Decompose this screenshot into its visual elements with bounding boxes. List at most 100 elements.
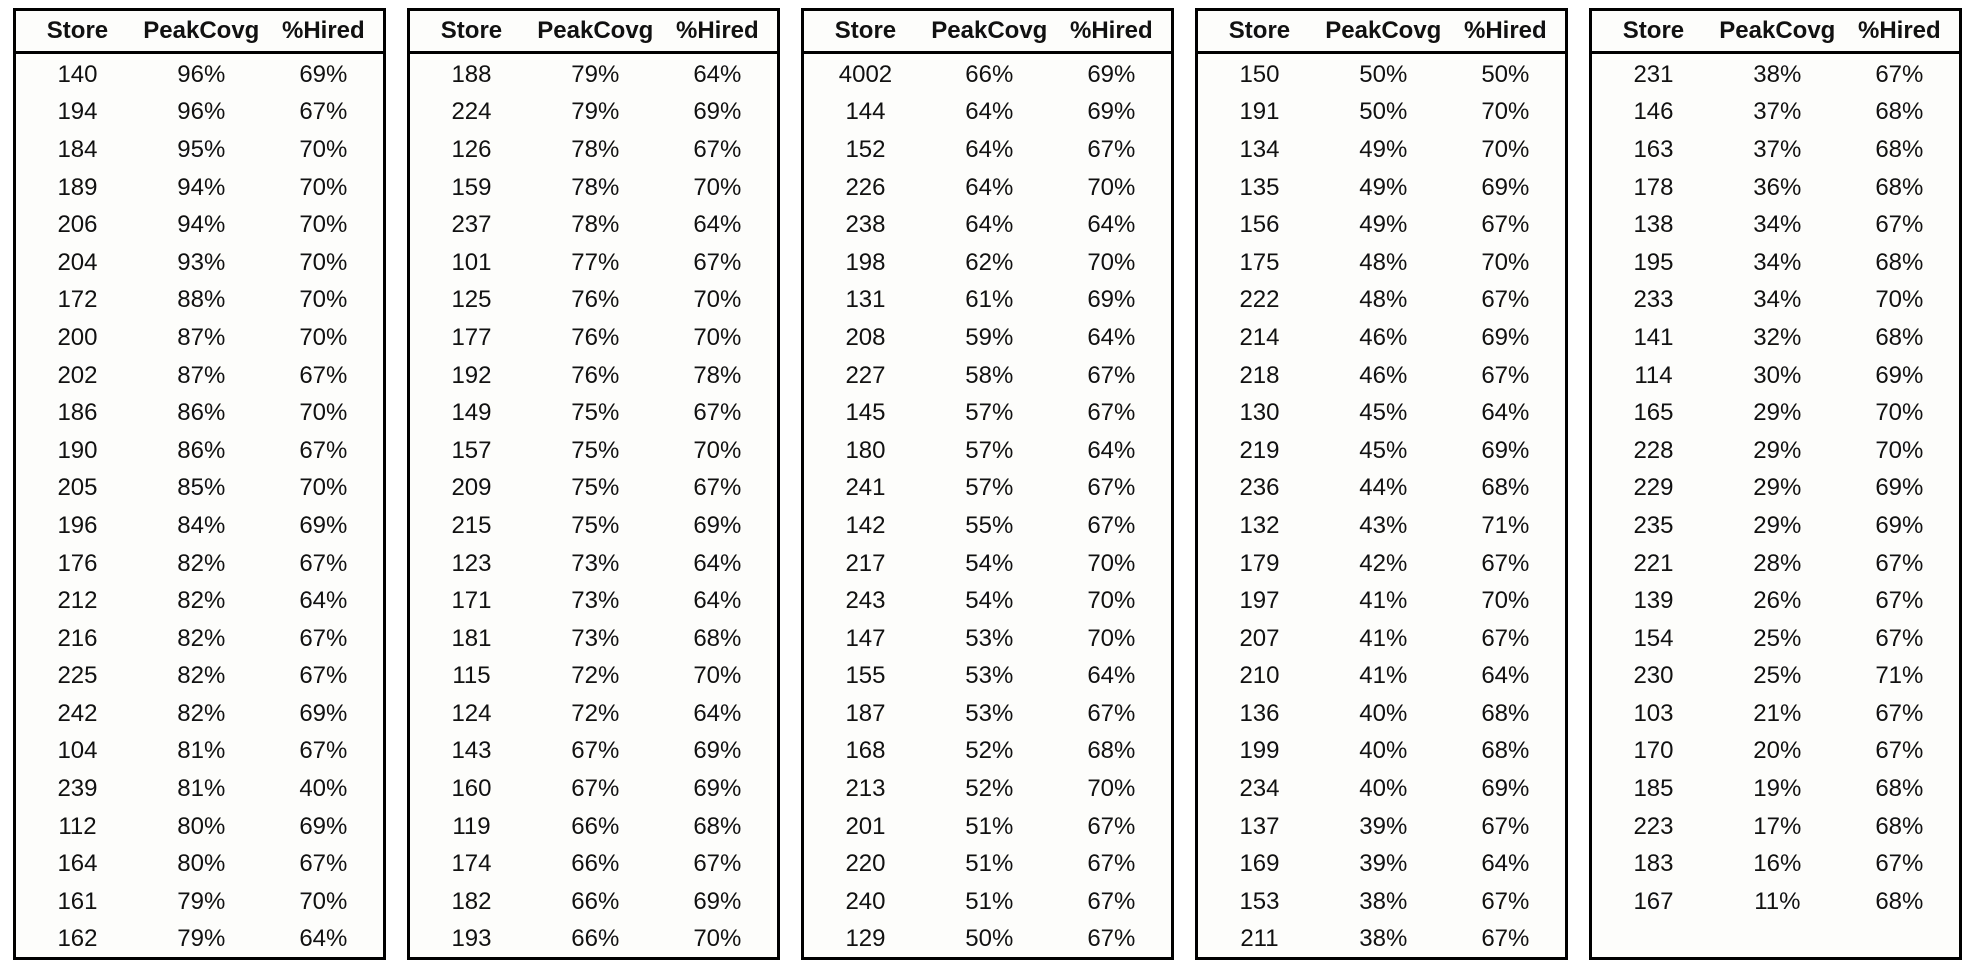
- peakcovg-cell: 94%: [177, 173, 226, 201]
- column-header-store: Store: [1622, 17, 1685, 44]
- hired-cell: 67%: [1087, 925, 1136, 953]
- table-row: 222 48% 67%: [1198, 282, 1565, 320]
- hired-cell: 70%: [1481, 248, 1530, 276]
- hired-cell: 64%: [299, 587, 348, 615]
- store-coverage-table-5: Store PeakCovg %Hired 231 38% 67% 146 37% 68% 163…: [1589, 8, 1962, 960]
- table-row: 218 46% 67%: [1198, 357, 1565, 395]
- column-header-hired: %Hired: [675, 17, 759, 44]
- peakcovg-cell: 29%: [1753, 474, 1802, 502]
- hired-cell: 70%: [693, 925, 742, 953]
- store-cell: 135: [1239, 173, 1280, 201]
- table-row: 139 26% 67%: [1592, 582, 1959, 620]
- table-header-row: Store PeakCovg %Hired: [16, 11, 383, 54]
- store-cell: 208: [845, 323, 886, 351]
- store-cell: 177: [451, 323, 492, 351]
- store-cell: 141: [1633, 323, 1674, 351]
- store-cell: 221: [1633, 549, 1674, 577]
- hired-cell: 64%: [1481, 662, 1530, 690]
- store-cell: 191: [1239, 98, 1280, 126]
- hired-cell: 70%: [299, 248, 348, 276]
- column-header-peakcovg: PeakCovg: [1719, 17, 1836, 44]
- column-header-store: Store: [440, 17, 503, 44]
- hired-cell: 70%: [299, 286, 348, 314]
- store-cell: 229: [1633, 474, 1674, 502]
- table-header-row: Store PeakCovg %Hired: [1592, 11, 1959, 54]
- table-row: 223 17% 68%: [1592, 808, 1959, 846]
- store-cell: 178: [1633, 173, 1674, 201]
- store-cell: 237: [451, 211, 492, 239]
- table-row: 210 41% 64%: [1198, 658, 1565, 696]
- table-row: 185 19% 68%: [1592, 770, 1959, 808]
- peakcovg-cell: 53%: [965, 699, 1014, 727]
- hired-cell: 67%: [1875, 60, 1924, 88]
- table-row: 215 75% 69%: [410, 507, 777, 545]
- column-header-hired: %Hired: [1857, 17, 1941, 44]
- table-row: 216 82% 67%: [16, 620, 383, 658]
- table-row: 234 40% 69%: [1198, 770, 1565, 808]
- peakcovg-cell: 51%: [965, 850, 1014, 878]
- hired-cell: 68%: [1481, 699, 1530, 727]
- store-cell: 205: [57, 474, 98, 502]
- hired-cell: 71%: [1481, 511, 1530, 539]
- table-row: 153 38% 67%: [1198, 883, 1565, 921]
- hired-cell: 69%: [1875, 361, 1924, 389]
- peakcovg-cell: 86%: [177, 399, 226, 427]
- table-row: 221 28% 67%: [1592, 545, 1959, 583]
- table-row: 191 50% 70%: [1198, 94, 1565, 132]
- hired-cell: 64%: [693, 699, 742, 727]
- peakcovg-cell: 73%: [571, 624, 620, 652]
- peakcovg-cell: 62%: [965, 248, 1014, 276]
- store-cell: 142: [845, 511, 886, 539]
- hired-cell: 70%: [299, 135, 348, 163]
- peakcovg-cell: 57%: [965, 436, 1014, 464]
- table-row: 154 25% 67%: [1592, 620, 1959, 658]
- peakcovg-cell: 34%: [1753, 286, 1802, 314]
- store-cell: 210: [1239, 662, 1280, 690]
- peakcovg-cell: 53%: [965, 662, 1014, 690]
- store-cell: 199: [1239, 737, 1280, 765]
- store-cell: 169: [1239, 850, 1280, 878]
- store-cell: 161: [57, 887, 98, 915]
- peakcovg-cell: 82%: [177, 624, 226, 652]
- peakcovg-cell: 54%: [965, 549, 1014, 577]
- store-cell: 183: [1633, 850, 1674, 878]
- table-row: 233 34% 70%: [1592, 282, 1959, 320]
- table-row: 211 38% 67%: [1198, 921, 1565, 957]
- peakcovg-cell: 87%: [177, 323, 226, 351]
- store-cell: 200: [57, 323, 98, 351]
- hired-cell: 67%: [299, 624, 348, 652]
- store-cell: 174: [451, 850, 492, 878]
- store-cell: 222: [1239, 286, 1280, 314]
- hired-cell: 64%: [693, 211, 742, 239]
- store-cell: 197: [1239, 587, 1280, 615]
- peakcovg-cell: 75%: [571, 436, 620, 464]
- store-cell: 243: [845, 587, 886, 615]
- hired-cell: 68%: [693, 812, 742, 840]
- table-row: 124 72% 64%: [410, 695, 777, 733]
- store-cell: 241: [845, 474, 886, 502]
- store-cell: 218: [1239, 361, 1280, 389]
- column-header-peakcovg: PeakCovg: [1325, 17, 1442, 44]
- store-cell: 190: [57, 436, 98, 464]
- table-row: 132 43% 71%: [1198, 507, 1565, 545]
- store-cell: 185: [1633, 775, 1674, 803]
- table-row: 157 75% 70%: [410, 432, 777, 470]
- peakcovg-cell: 42%: [1359, 549, 1408, 577]
- table-body: 140 96% 69% 194 96% 67% 184 95% 70% 189 94% 70% 206 9…: [16, 54, 383, 957]
- store-cell: 125: [451, 286, 492, 314]
- table-row: 194 96% 67%: [16, 94, 383, 132]
- store-cell: 104: [57, 737, 98, 765]
- table-row: 226 64% 70%: [804, 169, 1171, 207]
- peakcovg-cell: 29%: [1753, 511, 1802, 539]
- store-cell: 145: [845, 399, 886, 427]
- hired-cell: 67%: [299, 737, 348, 765]
- peakcovg-cell: 87%: [177, 361, 226, 389]
- peakcovg-cell: 25%: [1753, 624, 1802, 652]
- hired-cell: 64%: [1481, 850, 1530, 878]
- hired-cell: 70%: [1875, 286, 1924, 314]
- hired-cell: 67%: [1481, 286, 1530, 314]
- hired-cell: 70%: [693, 286, 742, 314]
- peakcovg-cell: 82%: [177, 587, 226, 615]
- table-row: 180 57% 64%: [804, 432, 1171, 470]
- peakcovg-cell: 21%: [1753, 699, 1802, 727]
